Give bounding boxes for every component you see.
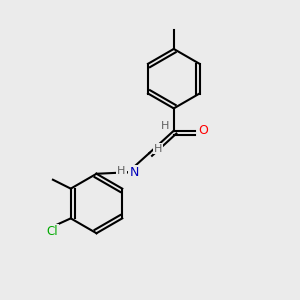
Text: Cl: Cl [46,225,58,238]
Text: H: H [117,166,126,176]
Text: N: N [130,166,139,179]
Text: H: H [154,143,163,154]
Text: O: O [199,124,208,137]
Text: H: H [161,121,169,131]
